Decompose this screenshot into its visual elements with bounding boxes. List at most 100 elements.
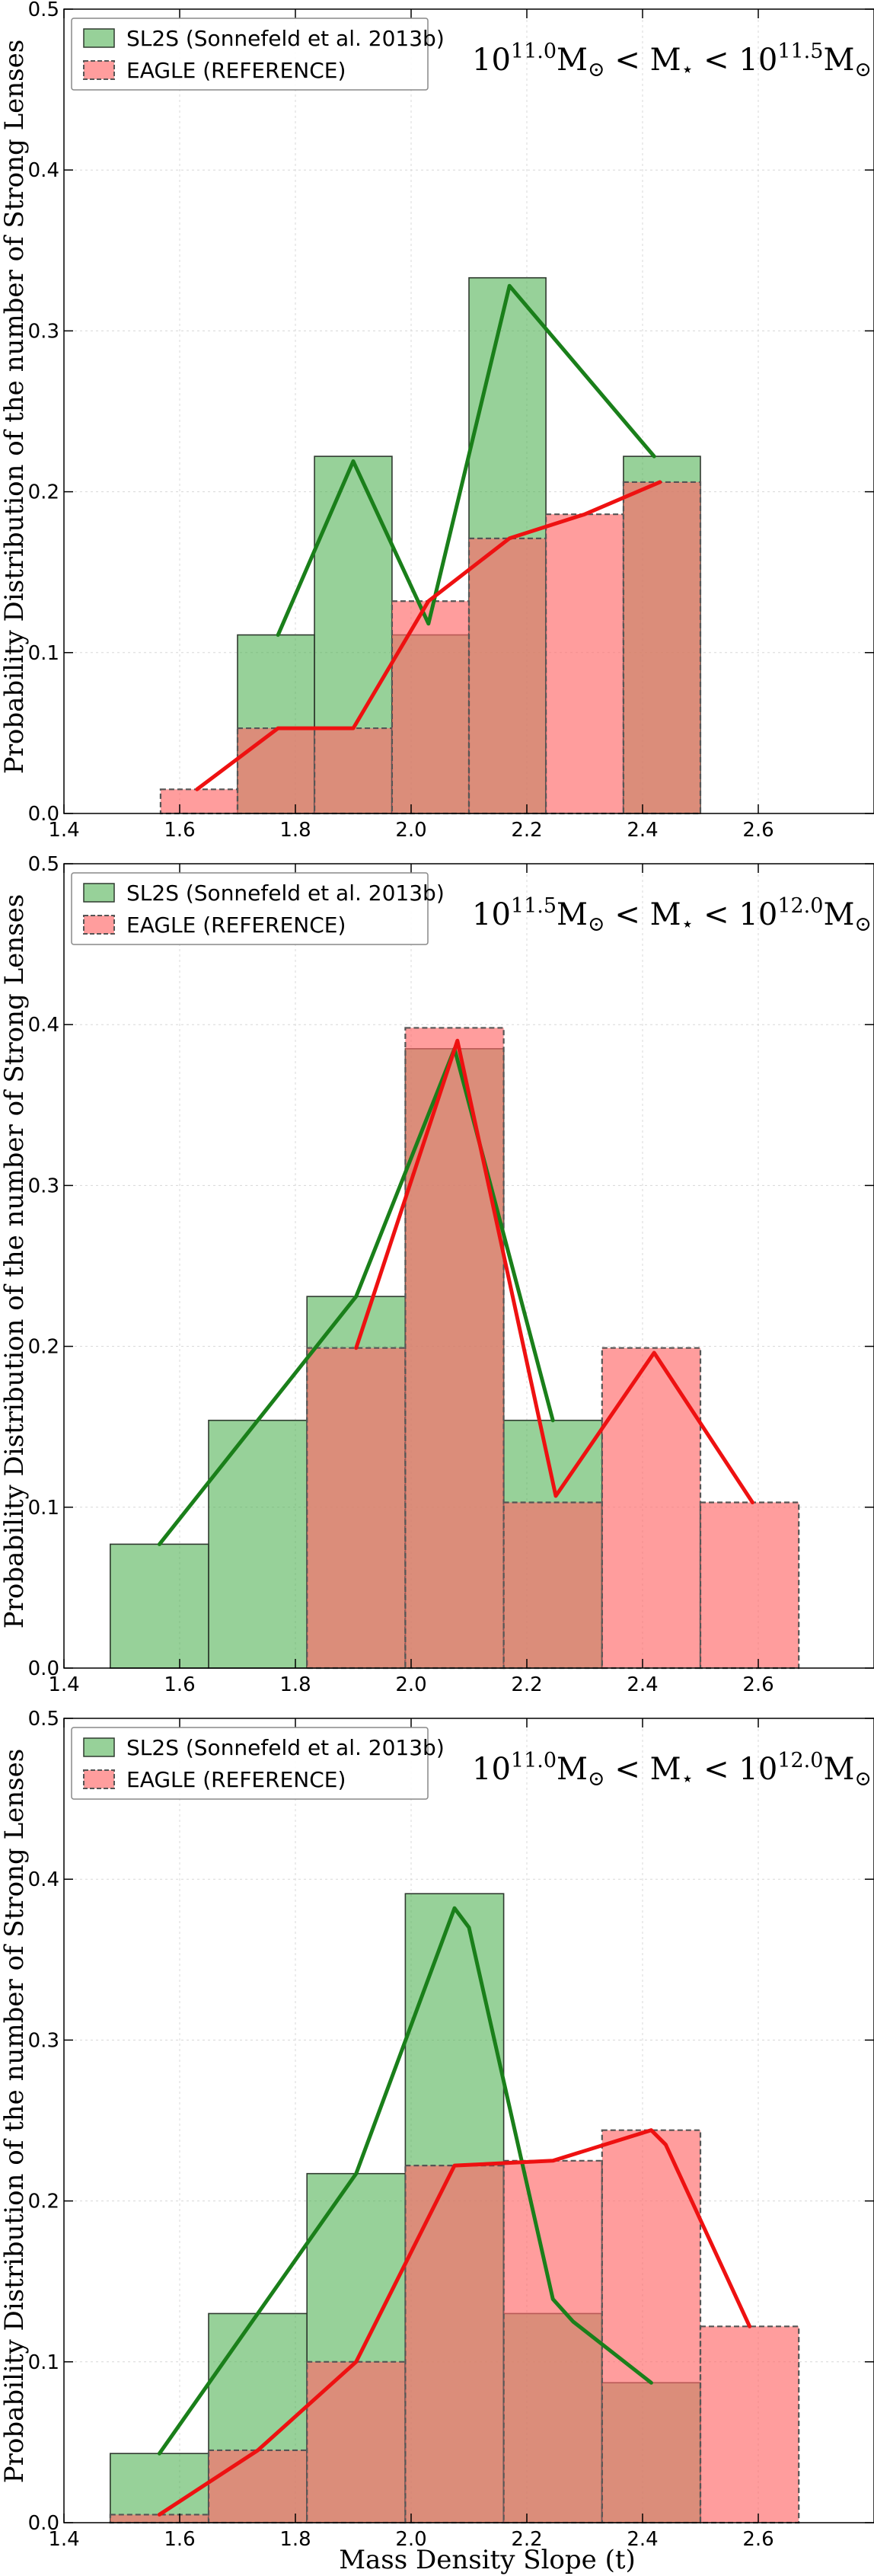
legend-label-eagle: EAGLE (REFERENCE) xyxy=(126,58,346,83)
y-tick-label: 0.2 xyxy=(28,2191,59,2213)
x-tick-label: 1.8 xyxy=(279,2528,311,2551)
bar-eagle xyxy=(699,1501,800,1670)
x-tick-label: 2.2 xyxy=(511,2528,542,2551)
mass-lo-exponent: 11.0 xyxy=(511,40,557,63)
x-tick-label: 2.4 xyxy=(627,1673,658,1696)
y-tick-label: 0.2 xyxy=(28,1336,59,1359)
series-line-eagle xyxy=(195,480,662,791)
tick-marks: 1.4 1.6 1.8 2.0 2.2 2.4 2.6 0.0 0.1 0.2 0.3 0.4 0.5 xyxy=(28,853,874,1696)
bar-eagle xyxy=(622,481,702,815)
mass-less-than: < xyxy=(605,897,650,932)
legend: SL2S (Sonnefeld et al. 2013b) EAGLE (REFE… xyxy=(71,18,445,91)
y-axis-label-bottom: Probability Distribution of the number o… xyxy=(0,1749,30,2483)
y-tick-label: 0.3 xyxy=(28,2029,59,2052)
y-tick-label: 0.0 xyxy=(28,2512,59,2535)
x-tick-label: 1.8 xyxy=(279,819,311,842)
mass-hi-sun-subscript: ⊙ xyxy=(854,58,872,81)
mass-hi-exponent: 12.0 xyxy=(777,1749,823,1772)
legend-box xyxy=(71,1727,429,1800)
mass-lo-base: 10 xyxy=(472,1752,511,1787)
bar-eagle xyxy=(404,2165,505,2524)
mass-star-subscript: ⋆ xyxy=(681,1767,694,1791)
bar-eagle xyxy=(306,2360,407,2524)
x-tick-label: 2.6 xyxy=(742,2528,774,2551)
mass-lo-exponent: 11.0 xyxy=(511,1749,557,1772)
y-tick-label: 0.4 xyxy=(28,1014,59,1037)
legend: SL2S (Sonnefeld et al. 2013b) EAGLE (REFE… xyxy=(71,1727,445,1800)
legend-label-sl2s: SL2S (Sonnefeld et al. 2013b) xyxy=(126,881,445,906)
mass-star-subscript: ⋆ xyxy=(681,912,694,936)
bar-eagle xyxy=(236,727,316,815)
mass-lo-unit: M xyxy=(557,1752,588,1787)
mass-range-annotation: 1011.0M⊙ < M⋆ < 1012.0M⊙ xyxy=(472,1749,872,1791)
bar-sl2s xyxy=(110,1543,209,1669)
mass-lo-sun-subscript: ⊙ xyxy=(588,912,605,936)
mass-hi-exponent: 12.0 xyxy=(777,894,823,918)
x-tick-label: 2.4 xyxy=(627,2528,658,2551)
axes-frame xyxy=(63,1718,874,2523)
x-tick-label: 2.4 xyxy=(627,819,658,842)
mass-hi-base: 10 xyxy=(738,43,777,78)
bar-eagle xyxy=(306,1347,407,1670)
mass-less-than: < xyxy=(605,1752,650,1787)
legend-swatch-sl2s xyxy=(83,28,115,48)
y-tick-label: 0.5 xyxy=(28,853,59,876)
y-axis-label-top: Probability Distribution of the number o… xyxy=(0,40,30,774)
legend-label-eagle: EAGLE (REFERENCE) xyxy=(126,1767,346,1792)
mass-less-than: < xyxy=(694,43,738,78)
mass-hi-sun-subscript: ⊙ xyxy=(854,1767,872,1791)
x-tick-label: 1.4 xyxy=(48,819,79,842)
y-tick-label: 0.3 xyxy=(28,320,59,343)
chart-panel-top: 1.4 1.6 1.8 2.0 2.2 2.4 2.6 0.0 0.1 0.2 0.3 0.4 0.5 S… xyxy=(28,0,874,842)
series-line-sl2s xyxy=(157,1906,653,2456)
y-tick-label: 0.2 xyxy=(28,481,59,504)
bar-sl2s xyxy=(110,2453,209,2523)
chart-panels: 1.4 1.6 1.8 2.0 2.2 2.4 2.6 0.0 0.1 0.2 0.3 0.4 0.5 S… xyxy=(28,0,874,2551)
mass-lo-base: 10 xyxy=(472,43,511,78)
bar-eagle xyxy=(502,2159,603,2524)
bar-sl2s xyxy=(208,1419,308,1669)
mass-range-annotation: 1011.5M⊙ < M⋆ < 1012.0M⊙ xyxy=(472,894,872,936)
series-bars-eagle xyxy=(306,1027,800,1670)
bar-eagle xyxy=(544,513,625,815)
mass-hi-base: 10 xyxy=(738,897,777,932)
x-tick-label: 1.6 xyxy=(164,2528,195,2551)
x-tick-label: 1.6 xyxy=(164,1673,195,1696)
mass-stellar-symbol: M xyxy=(650,1752,681,1787)
bar-eagle xyxy=(391,600,470,815)
y-axis-label-middle: Probability Distribution of the number o… xyxy=(0,894,30,1628)
y-tick-label: 0.4 xyxy=(28,159,59,182)
bar-eagle xyxy=(404,1027,505,1670)
mass-hi-unit: M xyxy=(823,1752,854,1787)
series-bars-eagle xyxy=(159,481,702,815)
y-tick-label: 0.0 xyxy=(28,1657,59,1680)
legend-box xyxy=(71,872,429,945)
bar-eagle xyxy=(313,727,394,815)
legend-swatch-eagle xyxy=(83,1769,115,1789)
mass-hi-sun-subscript: ⊙ xyxy=(854,912,872,936)
series-line-eagle xyxy=(157,2128,752,2517)
mass-hi-unit: M xyxy=(823,43,854,78)
mass-stellar-symbol: M xyxy=(650,43,681,78)
x-tick-label: 1.4 xyxy=(48,1673,79,1696)
y-tick-label: 0.5 xyxy=(28,0,59,21)
x-tick-label: 2.6 xyxy=(742,1673,774,1696)
legend-swatch-sl2s xyxy=(83,1737,115,1757)
bar-eagle xyxy=(699,2325,800,2524)
axes-frame xyxy=(63,8,874,814)
chart-panel-bottom: 1.4 1.6 1.8 2.0 2.2 2.4 2.6 0.0 0.1 0.2 0.3 0.4 0.5 S… xyxy=(28,1708,874,2551)
bar-eagle xyxy=(159,788,239,815)
tick-marks: 1.4 1.6 1.8 2.0 2.2 2.4 2.6 0.0 0.1 0.2 0.3 0.4 0.5 xyxy=(28,1708,874,2551)
mass-lo-base: 10 xyxy=(472,897,511,932)
mass-stellar-symbol: M xyxy=(650,897,681,932)
mass-star-subscript: ⋆ xyxy=(681,58,694,81)
series-line-sl2s xyxy=(276,283,656,638)
mass-less-than: < xyxy=(605,43,650,78)
axes-frame xyxy=(63,863,874,1669)
x-tick-label: 1.6 xyxy=(164,819,195,842)
x-tick-label: 2.6 xyxy=(742,819,774,842)
mass-hi-unit: M xyxy=(823,897,854,932)
y-tick-label: 0.1 xyxy=(28,642,59,665)
x-tick-label: 2.0 xyxy=(395,2528,426,2551)
